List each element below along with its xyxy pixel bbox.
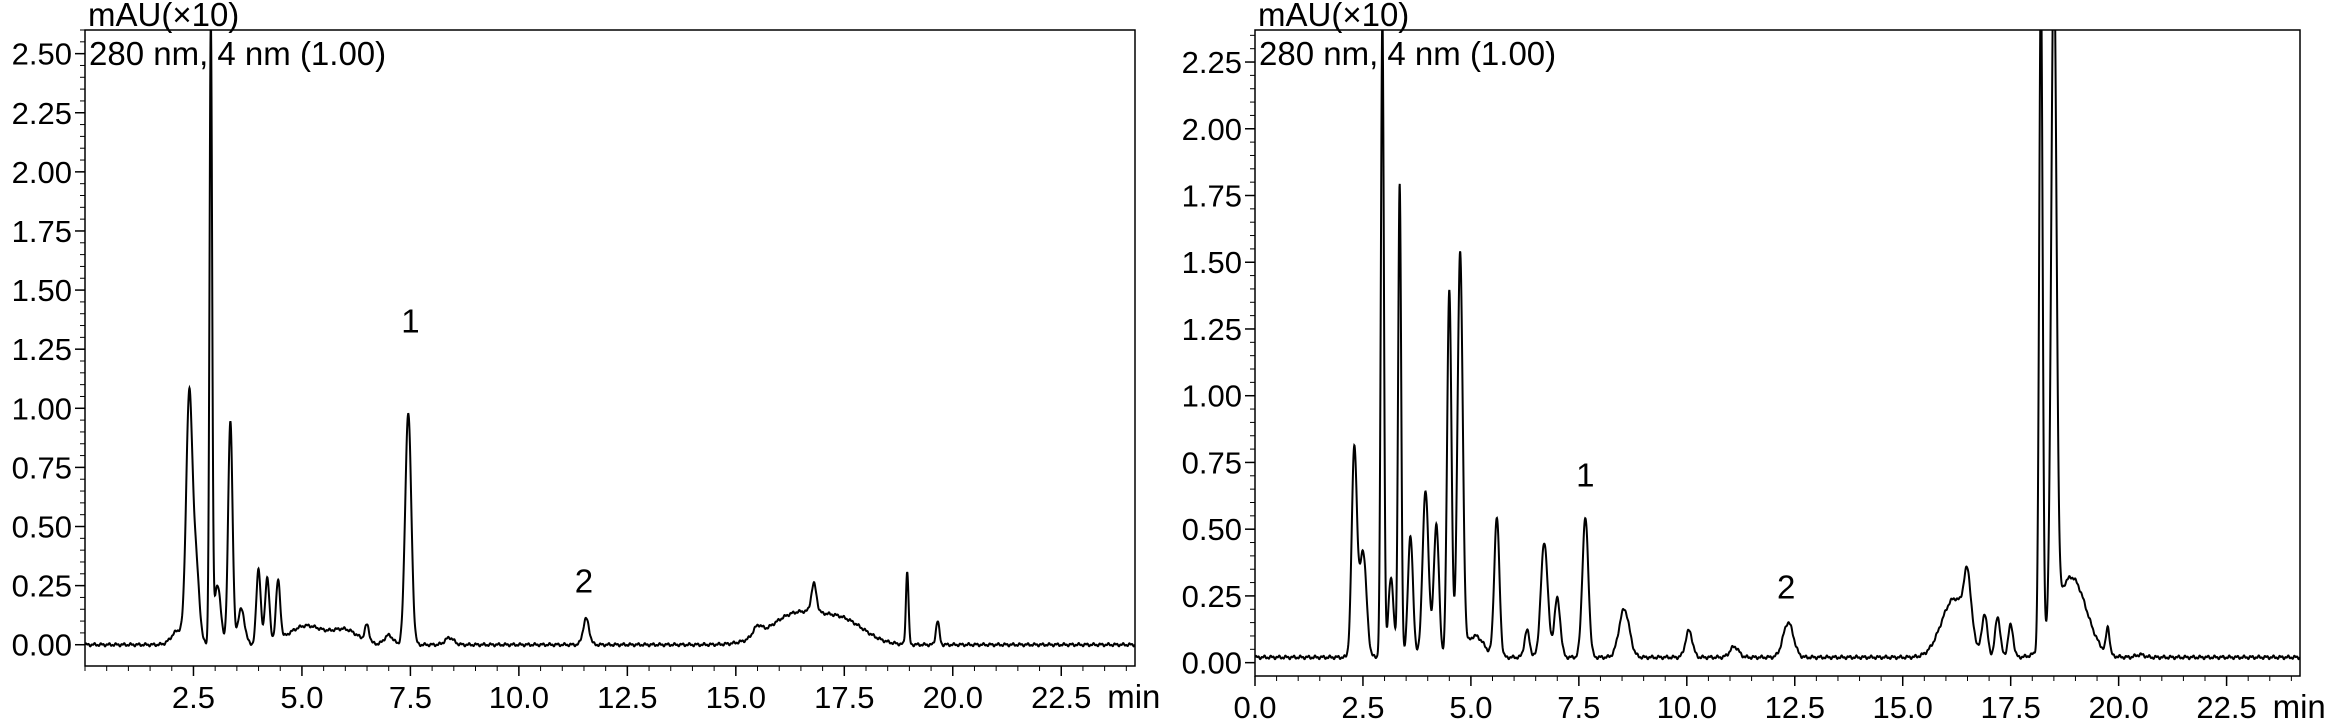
x-tick-label: 0.0: [1233, 690, 1276, 725]
x-tick-label: 5.0: [1449, 690, 1492, 725]
x-tick-label: 12.5: [597, 680, 657, 715]
x-tick-label: 20.0: [923, 680, 983, 715]
x-tick-label: 5.0: [280, 680, 323, 715]
detector-note: 280 nm, 4 nm (1.00): [89, 35, 386, 72]
y-tick-label: 0.75: [12, 450, 72, 485]
y-tick-label: 1.75: [12, 214, 72, 249]
x-tick-label: 15.0: [706, 680, 766, 715]
y-tick-label: 2.50: [12, 37, 72, 72]
y-tick-label: 2.00: [12, 155, 72, 190]
detector-note: 280 nm, 4 nm (1.00): [1259, 35, 1556, 72]
chromatogram-trace: [85, 30, 1135, 648]
y-tick-label: 1.50: [12, 273, 72, 308]
peak-label: 1: [401, 303, 419, 340]
y-tick-label: 0.00: [1182, 646, 1242, 681]
x-tick-label: 22.5: [1031, 680, 1091, 715]
x-tick-label: 10.0: [1657, 690, 1717, 725]
peak-label: 2: [575, 563, 593, 600]
x-tick-label: 12.5: [1765, 690, 1825, 725]
x-unit-label: min: [1107, 678, 1160, 715]
y-tick-label: 0.25: [1182, 579, 1242, 614]
chromatogram-trace: [1255, 30, 2300, 661]
y-tick-label: 1.25: [1182, 312, 1242, 347]
y-tick-label: 0.50: [1182, 512, 1242, 547]
plot-frame: [84, 29, 1136, 667]
y-tick-label: 0.75: [1182, 445, 1242, 480]
x-tick-label: 2.5: [1341, 690, 1384, 725]
y-tick-label: 1.50: [1182, 245, 1242, 280]
y-tick-label: 1.00: [12, 391, 72, 426]
peak-label: 2: [1777, 569, 1795, 606]
x-tick-label: 10.0: [489, 680, 549, 715]
x-tick-label: 7.5: [389, 680, 432, 715]
chromatogram-left: 0.00 0.25 0.50 0.75 1.00 1.25 1.50 1.75 2.00 2.25…: [12, 0, 1161, 715]
y-tick-label: 2.25: [1182, 45, 1242, 80]
y-tick-label: 2.00: [1182, 112, 1242, 147]
x-tick-label: 7.5: [1557, 690, 1600, 725]
y-tick-label: 2.25: [12, 96, 72, 131]
chromatogram-right: 0.00 0.25 0.50 0.75 1.00 1.25 1.50 1.75 2.00 2.25…: [1182, 0, 2326, 725]
x-tick-label: 20.0: [2088, 690, 2148, 725]
y-tick-label: 1.75: [1182, 179, 1242, 214]
y-axis-label: mAU(×10): [1258, 0, 1409, 33]
y-tick-label: 0.00: [12, 628, 72, 663]
x-unit-label: min: [2273, 688, 2326, 725]
x-tick-label: 15.0: [1873, 690, 1933, 725]
x-tick-label: 17.5: [1981, 690, 2041, 725]
x-tick-label: 2.5: [172, 680, 215, 715]
peak-label: 1: [1576, 456, 1594, 493]
y-tick-label: 1.25: [12, 332, 72, 367]
y-tick-label: 1.00: [1182, 379, 1242, 414]
y-axis-label: mAU(×10): [88, 0, 239, 33]
y-tick-label: 0.50: [12, 510, 72, 545]
plot-frame: [1254, 29, 2301, 677]
x-tick-label: 17.5: [814, 680, 874, 715]
x-tick-label: 22.5: [2196, 690, 2256, 725]
y-tick-label: 0.25: [12, 569, 72, 604]
